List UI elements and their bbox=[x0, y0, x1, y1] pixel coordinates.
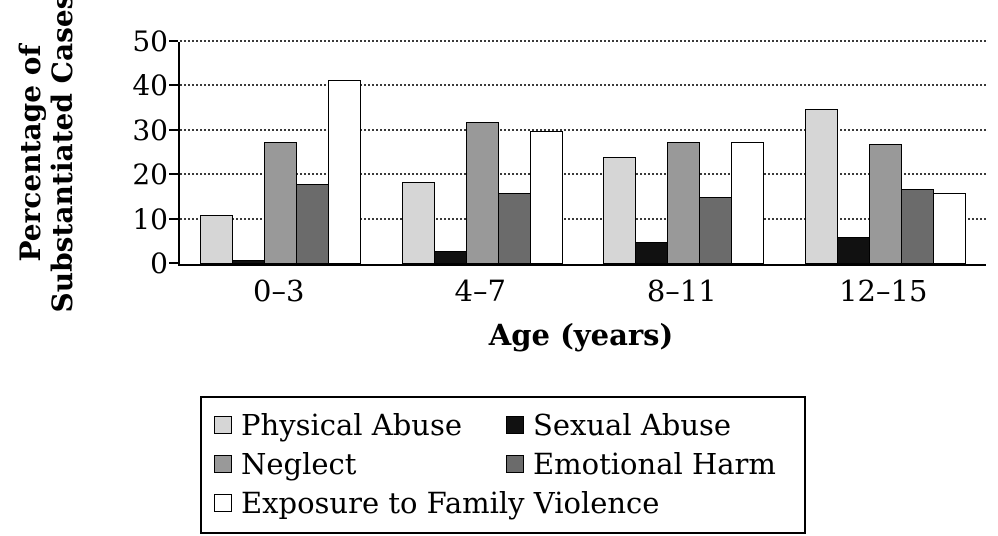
legend-label-emotional-harm: Emotional Harm bbox=[533, 447, 776, 481]
bar-neglect-age-12-15 bbox=[868, 144, 902, 264]
y-tick-mark-0 bbox=[169, 262, 178, 264]
y-axis-title-line-2: Substantiated Cases bbox=[46, 0, 80, 313]
legend-label-physical-abuse: Physical Abuse bbox=[241, 408, 462, 442]
gridline-50 bbox=[180, 40, 986, 42]
legend-swatch-neglect bbox=[214, 455, 232, 473]
y-tick-mark-40 bbox=[169, 84, 178, 87]
bar-sexual-abuse-age-8-11 bbox=[635, 241, 669, 264]
bar-neglect-age-8-11 bbox=[667, 141, 701, 264]
x-axis-title: Age (years) bbox=[488, 318, 674, 352]
bar-neglect-age-0-3 bbox=[264, 141, 298, 264]
bar-exposure-to-family-violence-age-0-3 bbox=[328, 79, 362, 264]
y-tick-mark-10 bbox=[169, 217, 178, 220]
bar-group-8-11 bbox=[583, 42, 785, 264]
legend-item-exposure-to-family-violence: Exposure to Family Violence bbox=[214, 486, 659, 520]
legend-item-neglect: Neglect bbox=[214, 447, 506, 481]
bar-emotional-harm-age-0-3 bbox=[296, 184, 330, 264]
y-axis-title: Percentage of Substantiated Cases bbox=[14, 0, 81, 323]
y-tick-label-30: 30 bbox=[132, 113, 168, 147]
gridline-10 bbox=[180, 217, 986, 220]
y-axis-title-line-1: Percentage of bbox=[14, 44, 47, 262]
bar-emotional-harm-age-8-11 bbox=[699, 197, 733, 264]
y-tick-label-50: 50 bbox=[132, 25, 168, 58]
bar-group-4-7 bbox=[382, 42, 584, 264]
y-tick-label-40: 40 bbox=[132, 69, 168, 103]
legend-item-physical-abuse: Physical Abuse bbox=[214, 408, 506, 442]
legend-item-sexual-abuse: Sexual Abuse bbox=[506, 408, 790, 442]
bar-physical-abuse-age-12-15 bbox=[804, 108, 838, 264]
y-axis-tick-labels: 0 10 20 30 40 50 bbox=[96, 28, 168, 278]
bar-emotional-harm-age-4-7 bbox=[497, 192, 531, 264]
plot-area bbox=[169, 40, 987, 266]
bar-physical-abuse-age-0-3 bbox=[200, 215, 234, 264]
legend-label-sexual-abuse: Sexual Abuse bbox=[533, 408, 732, 442]
bar-sexual-abuse-age-12-15 bbox=[836, 237, 870, 264]
y-tick-label-20: 20 bbox=[132, 158, 168, 192]
legend: Physical Abuse Sexual Abuse Neglect Emotion… bbox=[200, 396, 806, 534]
gridline-40 bbox=[180, 84, 986, 87]
bar-physical-abuse-age-8-11 bbox=[603, 157, 637, 264]
gridline-20 bbox=[180, 173, 986, 176]
bar-sexual-abuse-age-0-3 bbox=[232, 259, 266, 264]
legend-label-exposure-to-family-violence: Exposure to Family Violence bbox=[241, 486, 660, 520]
y-tick-label-10: 10 bbox=[132, 202, 168, 236]
legend-label-neglect: Neglect bbox=[241, 447, 357, 481]
y-tick-mark-20 bbox=[169, 173, 178, 176]
x-category-label-12-15: 12–15 bbox=[839, 274, 928, 308]
bar-sexual-abuse-age-4-7 bbox=[433, 250, 467, 264]
y-tick-mark-30 bbox=[169, 128, 178, 131]
gridline-30 bbox=[180, 128, 986, 131]
bar-group-12-15 bbox=[785, 42, 987, 264]
bar-emotional-harm-age-12-15 bbox=[900, 188, 934, 264]
legend-swatch-physical-abuse bbox=[214, 416, 232, 434]
y-tick-label-0: 0 bbox=[150, 247, 168, 280]
legend-swatch-emotional-harm bbox=[506, 455, 524, 473]
bar-group-0-3 bbox=[180, 42, 382, 264]
y-tick-mark-50 bbox=[169, 40, 178, 42]
legend-swatch-exposure-to-family-violence bbox=[214, 494, 232, 512]
bar-physical-abuse-age-4-7 bbox=[401, 181, 435, 264]
bar-neglect-age-4-7 bbox=[465, 121, 499, 264]
legend-swatch-sexual-abuse bbox=[506, 416, 524, 434]
bar-exposure-to-family-violence-age-8-11 bbox=[731, 141, 765, 264]
x-axis-category-labels: 0–3 4–7 8–11 12–15 bbox=[178, 274, 984, 312]
x-category-label-0-3: 0–3 bbox=[253, 274, 305, 308]
bar-exposure-to-family-violence-age-4-7 bbox=[529, 130, 563, 264]
x-category-label-8-11: 8–11 bbox=[646, 274, 717, 308]
legend-item-emotional-harm: Emotional Harm bbox=[506, 447, 790, 481]
x-category-label-4-7: 4–7 bbox=[454, 274, 506, 308]
bar-exposure-to-family-violence-age-12-15 bbox=[932, 192, 966, 264]
